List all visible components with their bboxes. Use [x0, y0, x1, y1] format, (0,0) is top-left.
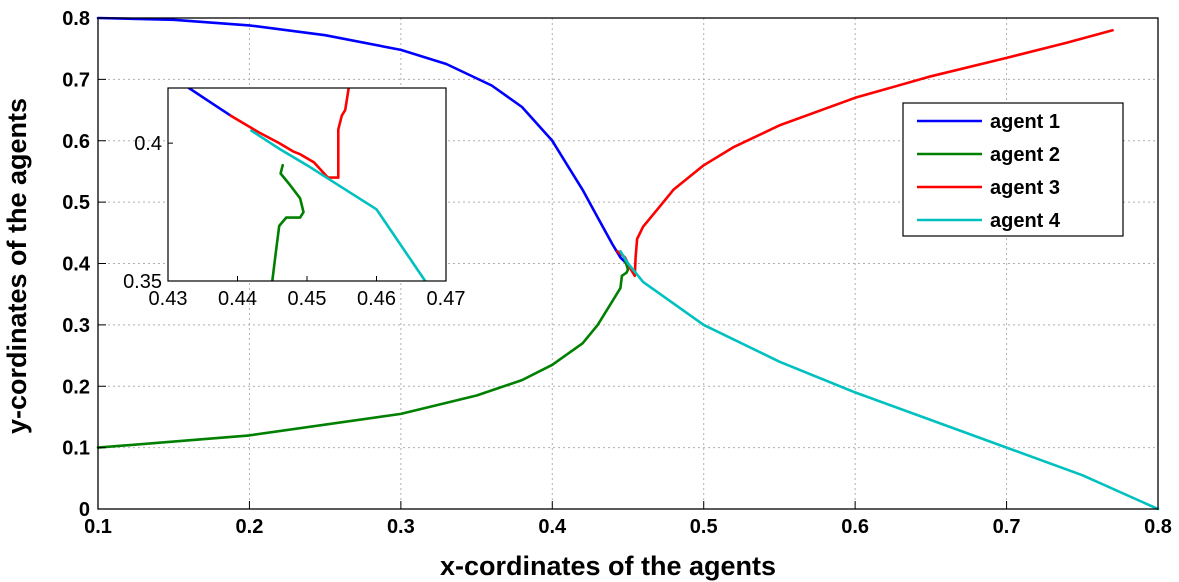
inset-series-group [187, 88, 427, 281]
x-tick-label: 0.1 [84, 516, 112, 538]
y-tick-label: 0.6 [62, 131, 90, 153]
legend-label: agent 3 [990, 177, 1060, 199]
legend: agent 1 agent 2 agent 3 agent 4 [902, 102, 1124, 237]
inset-x-tick-label: 0.45 [288, 288, 327, 310]
legend-box [902, 102, 1124, 237]
inset-x-tick-label: 0.47 [427, 288, 466, 310]
series-line-agent-4 [619, 249, 1160, 511]
x-tick-label: 0.8 [1144, 516, 1172, 538]
x-tick-label: 0.2 [236, 516, 264, 538]
inset-background [168, 88, 446, 281]
inset-x-tick-label: 0.46 [357, 288, 396, 310]
inset-chart: 0.43 0.44 0.45 0.46 0.47 0.35 0.4 [123, 87, 466, 310]
inset-series-line-agent-2 [271, 163, 305, 281]
x-axis-label: x-cordinates of the agents [440, 551, 776, 581]
series-line-agent-2 [96, 259, 630, 449]
inset-series-line-agent-4 [250, 129, 427, 281]
y-tick-label: 0.8 [62, 8, 90, 30]
x-tick-label: 0.3 [387, 516, 415, 538]
legend-label: agent 2 [990, 144, 1060, 166]
legend-label: agent 1 [990, 111, 1060, 133]
series-line-agent-3 [616, 29, 1114, 278]
x-tick-label: 0.5 [690, 516, 718, 538]
x-tick-label: 0.6 [841, 516, 869, 538]
inset-x-tick-label: 0.43 [149, 288, 188, 310]
x-tick-label: 0.4 [538, 516, 567, 538]
y-tick-label: 0.7 [62, 69, 90, 91]
tick-group: 0.1 0.2 0.3 0.4 0.5 0.6 0.7 0.800.10.20.30.40.5… [62, 8, 1172, 538]
y-axis-label: y-cordinates of the agents [2, 98, 32, 434]
series-group [96, 16, 1160, 511]
inset-series-line-agent-1 [187, 88, 232, 117]
inset-y-tick-label: 0.35 [123, 271, 162, 293]
inset-x-tick-label: 0.44 [218, 288, 257, 310]
y-tick-label: 0 [79, 499, 90, 521]
legend-label: agent 4 [990, 210, 1061, 232]
y-tick-label: 0.5 [62, 192, 90, 214]
inset-y-tick-label: 0.4 [134, 133, 162, 155]
y-tick-label: 0.2 [62, 376, 90, 398]
y-tick-label: 0.1 [62, 438, 90, 460]
y-tick-label: 0.4 [62, 254, 91, 276]
x-tick-label: 0.7 [993, 516, 1021, 538]
y-tick-label: 0.3 [62, 315, 90, 337]
series-line-agent-1 [96, 16, 628, 265]
